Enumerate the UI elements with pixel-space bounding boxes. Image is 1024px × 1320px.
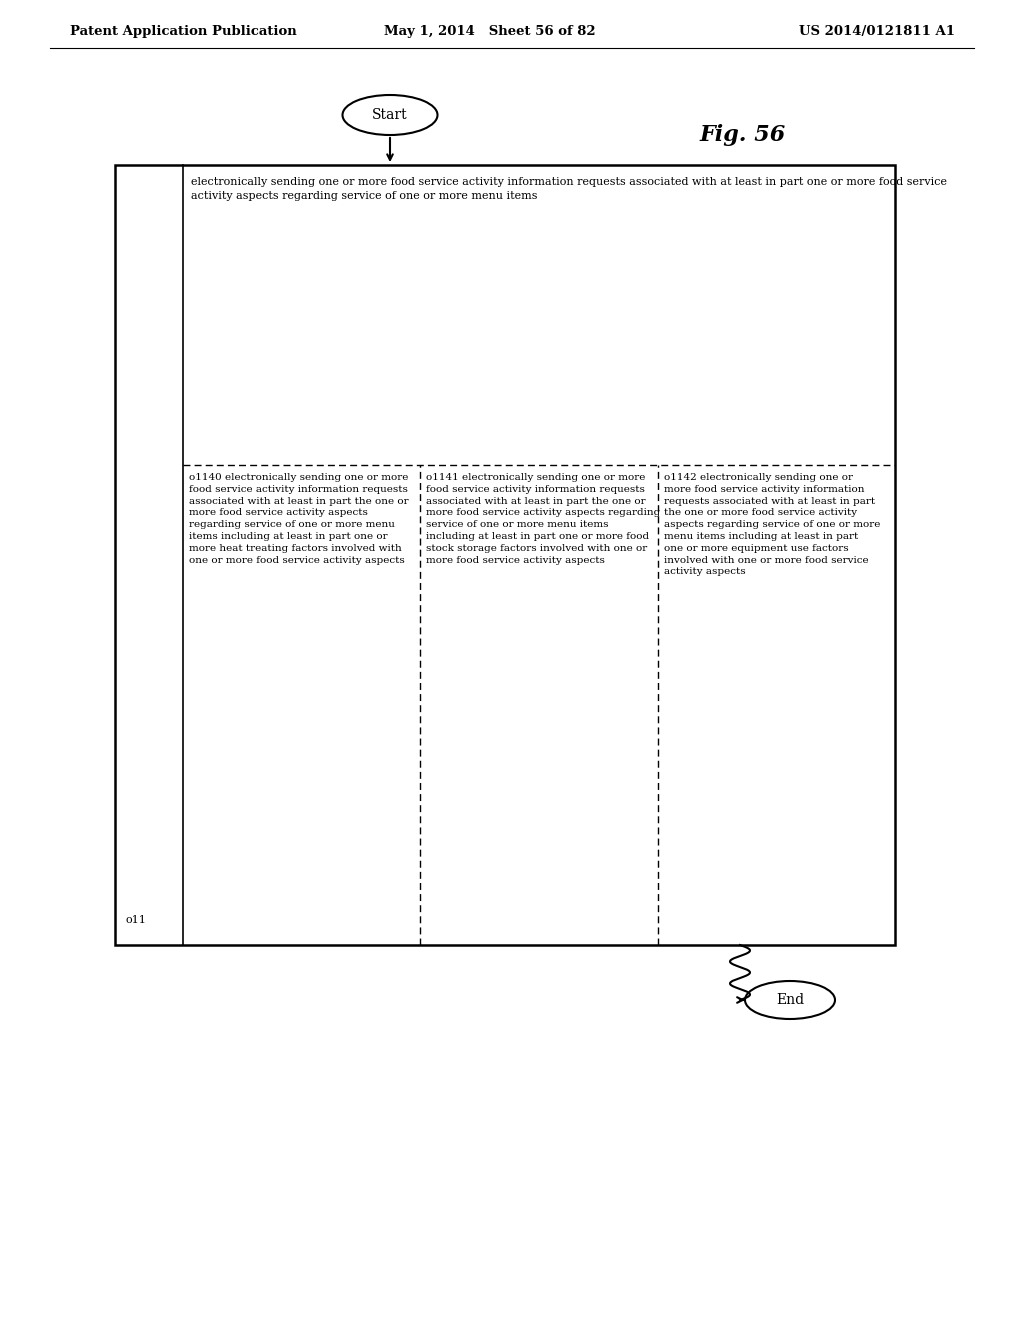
Text: o1142 electronically sending one or
more food service activity information
reque: o1142 electronically sending one or more… bbox=[664, 473, 880, 577]
Text: End: End bbox=[776, 993, 804, 1007]
Text: o11: o11 bbox=[125, 915, 145, 925]
Text: electronically sending one or more food service activity information requests as: electronically sending one or more food … bbox=[191, 177, 947, 201]
Text: o1141 electronically sending one or more
food service activity information reque: o1141 electronically sending one or more… bbox=[426, 473, 660, 565]
Text: US 2014/0121811 A1: US 2014/0121811 A1 bbox=[799, 25, 955, 38]
Text: May 1, 2014   Sheet 56 of 82: May 1, 2014 Sheet 56 of 82 bbox=[384, 25, 596, 38]
Text: Start: Start bbox=[372, 108, 408, 121]
Text: Fig. 56: Fig. 56 bbox=[700, 124, 786, 147]
Bar bbox=[115, 165, 895, 945]
Text: Patent Application Publication: Patent Application Publication bbox=[70, 25, 297, 38]
Text: o1140 electronically sending one or more
food service activity information reque: o1140 electronically sending one or more… bbox=[189, 473, 409, 565]
